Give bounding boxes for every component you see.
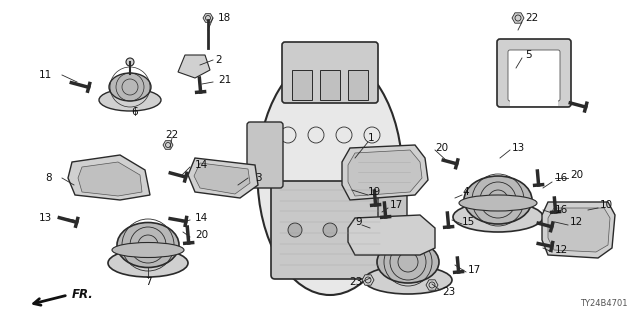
FancyBboxPatch shape — [247, 122, 283, 188]
Text: 22: 22 — [165, 130, 179, 140]
Polygon shape — [512, 13, 524, 23]
Text: 23: 23 — [442, 287, 455, 297]
Polygon shape — [178, 55, 210, 78]
Ellipse shape — [117, 222, 179, 268]
Ellipse shape — [464, 176, 532, 224]
Text: 16: 16 — [555, 173, 568, 183]
FancyBboxPatch shape — [378, 173, 407, 227]
Polygon shape — [348, 150, 422, 196]
Text: 14: 14 — [195, 213, 208, 223]
Text: 13: 13 — [39, 213, 52, 223]
Ellipse shape — [453, 202, 543, 232]
Polygon shape — [348, 215, 435, 255]
Text: 6: 6 — [132, 107, 138, 117]
Ellipse shape — [109, 73, 151, 101]
Text: 14: 14 — [195, 160, 208, 170]
Circle shape — [126, 58, 134, 66]
Text: 1: 1 — [368, 133, 374, 143]
Text: 16: 16 — [555, 205, 568, 215]
Text: 23: 23 — [349, 277, 362, 287]
Text: 8: 8 — [45, 173, 52, 183]
Text: 22: 22 — [525, 13, 538, 23]
Polygon shape — [163, 141, 173, 149]
Text: 4: 4 — [462, 187, 468, 197]
Circle shape — [323, 223, 337, 237]
Text: TY24B4701: TY24B4701 — [580, 299, 628, 308]
Polygon shape — [426, 280, 438, 290]
Ellipse shape — [364, 266, 452, 294]
FancyBboxPatch shape — [508, 50, 560, 101]
Circle shape — [288, 223, 302, 237]
Polygon shape — [548, 208, 610, 252]
Text: 9: 9 — [355, 217, 362, 227]
Circle shape — [358, 223, 372, 237]
Text: 12: 12 — [570, 217, 583, 227]
Ellipse shape — [108, 249, 188, 277]
Bar — [348, 70, 368, 100]
Polygon shape — [362, 275, 374, 285]
Ellipse shape — [112, 243, 184, 258]
Text: 13: 13 — [512, 143, 525, 153]
Polygon shape — [542, 202, 615, 258]
Polygon shape — [194, 163, 250, 194]
Text: FR.: FR. — [72, 289, 93, 301]
Ellipse shape — [99, 89, 161, 111]
Text: 17: 17 — [468, 265, 481, 275]
Text: 3: 3 — [255, 173, 262, 183]
Bar — [292, 70, 312, 100]
Ellipse shape — [257, 55, 403, 295]
Text: 20: 20 — [195, 230, 208, 240]
Ellipse shape — [459, 195, 537, 211]
Polygon shape — [68, 155, 150, 200]
FancyBboxPatch shape — [271, 181, 389, 279]
Text: 2: 2 — [215, 55, 221, 65]
Polygon shape — [188, 158, 258, 198]
Text: 12: 12 — [555, 245, 568, 255]
Polygon shape — [203, 14, 213, 22]
Text: 10: 10 — [600, 200, 613, 210]
Polygon shape — [342, 145, 428, 200]
Bar — [320, 70, 340, 100]
FancyBboxPatch shape — [497, 39, 571, 107]
Text: 19: 19 — [368, 187, 381, 197]
Polygon shape — [78, 162, 142, 196]
Text: 18: 18 — [218, 13, 231, 23]
Text: 21: 21 — [218, 75, 231, 85]
Ellipse shape — [377, 241, 439, 283]
Text: 20: 20 — [435, 143, 448, 153]
Polygon shape — [510, 99, 558, 106]
Text: 11: 11 — [39, 70, 52, 80]
FancyBboxPatch shape — [282, 42, 378, 103]
Text: 5: 5 — [525, 50, 532, 60]
Text: 20: 20 — [570, 170, 583, 180]
Text: 17: 17 — [390, 200, 403, 210]
Text: 7: 7 — [145, 277, 151, 287]
Text: 15: 15 — [462, 217, 476, 227]
